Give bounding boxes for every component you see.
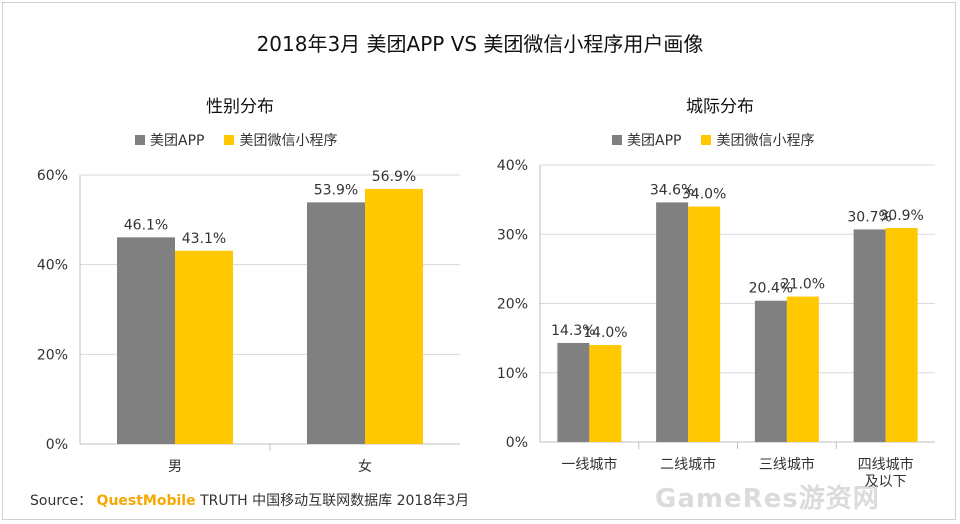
city-xtick-label: 四线城市: [858, 456, 914, 473]
legend-label-mini: 美团微信小程序: [716, 133, 815, 149]
city-chart-title: 城际分布: [686, 97, 754, 117]
page-title: 2018年3月 美团APP VS 美团微信小程序用户画像: [256, 32, 704, 56]
city-data-label: 14.0%: [583, 325, 627, 341]
city-bar-mini: [688, 206, 721, 442]
gender-bar-chart: 0% 20% 40% 60% 46.1% 43.1% 男 53.9% 56.9% 女: [37, 168, 460, 475]
city-legend: 美团APP 美团微信小程序: [612, 130, 834, 150]
city-bar-chart: 0% 10% 20% 30% 40% 14.3%14.0% 一线城市 34.6%34.0% 二线…: [497, 158, 935, 490]
gender-ytick-label: 40%: [37, 258, 68, 274]
legend-item-app: 美团APP: [612, 130, 681, 150]
legend-swatch-mini: [701, 135, 712, 145]
legend-swatch-mini: [224, 135, 235, 145]
city-bar-app: [853, 229, 886, 442]
gender-data-label: 56.9%: [372, 169, 416, 185]
legend-label-app: 美团APP: [627, 133, 682, 149]
gender-bar-app: [307, 202, 365, 444]
city-ytick-label: 20%: [497, 297, 528, 313]
city-xtick-label: 一线城市: [561, 456, 617, 473]
legend-label-mini: 美团微信小程序: [239, 133, 338, 149]
legend-item-app: 美团APP: [135, 130, 204, 150]
city-data-label: 30.7%: [847, 209, 891, 225]
legend-swatch-app: [135, 135, 145, 145]
city-bar-app: [557, 342, 590, 442]
city-data-label: 21.0%: [781, 277, 825, 293]
city-ytick-label: 10%: [497, 366, 528, 382]
city-data-label: 20.4%: [749, 281, 793, 297]
gender-data-label: 53.9%: [314, 182, 358, 198]
source-brand: QuestMobile: [96, 493, 196, 509]
city-xtick-label: 三线城市: [759, 456, 815, 473]
gender-bar-mini: [175, 250, 233, 444]
city-data-label: 30.9%: [879, 208, 923, 224]
city-bar-mini: [786, 296, 819, 442]
gender-ytick-label: 60%: [37, 168, 68, 184]
legend-item-mini: 美团微信小程序: [701, 130, 814, 150]
city-ytick-label: 30%: [497, 227, 528, 243]
city-data-label: 34.0%: [682, 187, 726, 203]
gender-bar-mini: [365, 188, 423, 444]
city-xtick-label: 及以下: [865, 474, 907, 490]
source-note: Source： QuestMobile TRUTH 中国移动互联网数据库 201…: [30, 490, 469, 510]
gender-xtick-label: 男: [168, 459, 182, 475]
city-bar-mini: [885, 228, 918, 442]
legend-swatch-app: [612, 135, 622, 145]
city-ytick-label: 40%: [497, 158, 528, 174]
source-text: TRUTH 中国移动互联网数据库 2018年3月: [200, 493, 470, 509]
gender-legend: 美团APP 美团微信小程序: [135, 130, 357, 150]
gender-data-label: 46.1%: [124, 217, 168, 233]
city-bar-app: [656, 202, 689, 442]
city-xtick-label: 二线城市: [660, 456, 716, 473]
watermark: GameRes游资网: [655, 484, 880, 514]
city-data-label: 34.6%: [650, 182, 694, 198]
gender-ytick-label: 0%: [46, 437, 68, 453]
gender-data-label: 43.1%: [182, 231, 226, 247]
legend-label-app: 美团APP: [150, 133, 205, 149]
gender-bar-app: [117, 237, 175, 444]
gender-chart-title: 性别分布: [206, 97, 274, 117]
source-label: Source：: [30, 493, 93, 509]
gender-ytick-label: 20%: [37, 347, 68, 363]
city-data-label: 14.3%: [551, 323, 595, 339]
city-bar-mini: [589, 345, 622, 442]
city-ytick-label: 0%: [506, 435, 528, 451]
legend-item-mini: 美团微信小程序: [224, 130, 337, 150]
gender-xtick-label: 女: [358, 458, 372, 475]
city-bar-app: [754, 300, 787, 442]
